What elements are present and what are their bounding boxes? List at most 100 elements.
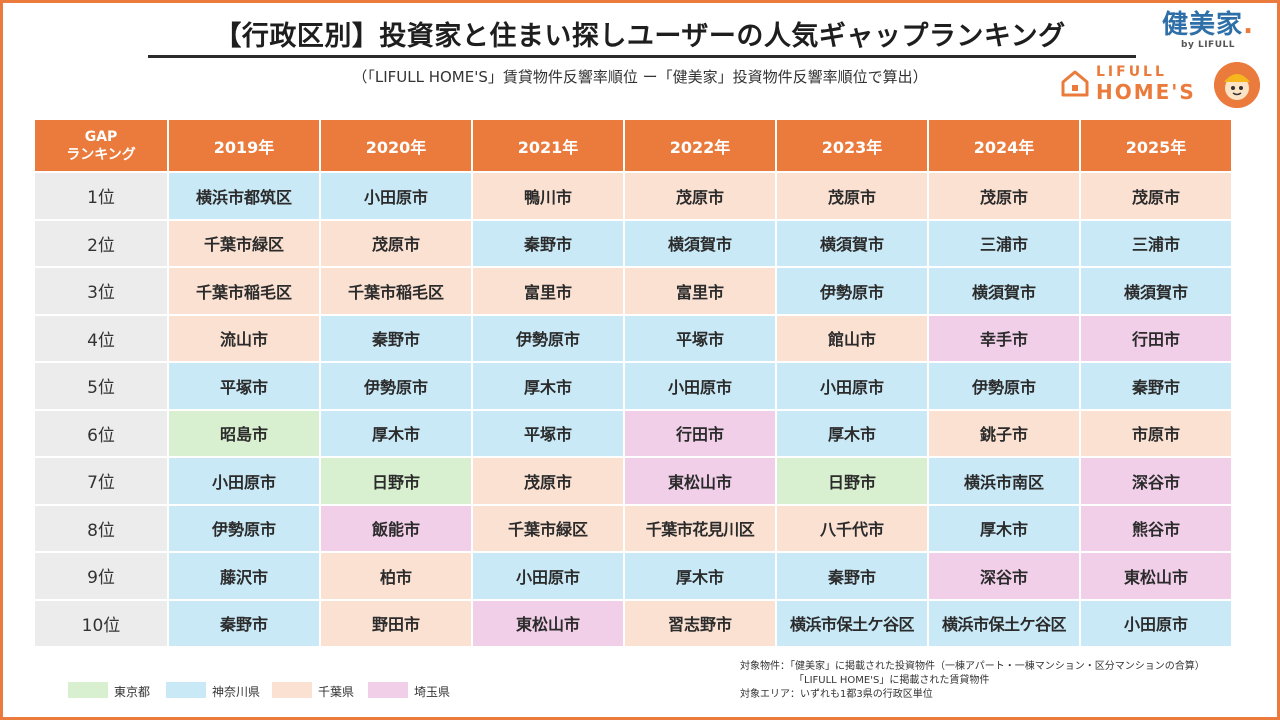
rank-label: 3位 (35, 268, 167, 314)
table-cell: 銚子市 (929, 410, 1079, 456)
table-cell: 小田原市 (1081, 600, 1231, 646)
table-cell: 小田原市 (169, 458, 319, 504)
year-header-2024: 2024年 (929, 120, 1079, 171)
legend-label-chiba: 千葉県 (318, 685, 355, 699)
rank-label: 9位 (35, 553, 167, 599)
table-cell: 秦野市 (169, 600, 319, 646)
table-cell: 平塚市 (473, 410, 623, 456)
footnotes: 対象物件：「健美家」に掲載された投資物件（一棟アパート・一棟マンション・区分マン… (740, 660, 1260, 702)
table-cell: 熊谷市 (1081, 505, 1231, 551)
legend-label-kanagawa: 神奈川県 (212, 685, 261, 699)
table-cell: 伊勢原市 (321, 363, 471, 409)
table-cell: 昭島市 (169, 410, 319, 456)
table-cell: 千葉市緑区 (473, 505, 623, 551)
table-cell: 東松山市 (473, 600, 623, 646)
table-cell: 秦野市 (1081, 363, 1231, 409)
kenbiya-logo-text: 健美家 (1162, 10, 1244, 40)
table-cell: 館山市 (777, 315, 927, 361)
page-subtitle: （「LIFULL HOME'S」賃貸物件反響率順位 ー「健美家」投資物件反響率順… (352, 68, 928, 86)
table-header-row: GAP ランキング 2019年 2020年 2021年 2022年 2023年 … (35, 120, 1231, 171)
table-cell: 富里市 (625, 268, 775, 314)
table-cell: 厚木市 (473, 363, 623, 409)
table-cell: 茂原市 (1081, 173, 1231, 219)
homes-logo-bottom: HOME'S (1096, 80, 1196, 104)
year-header-2022: 2022年 (625, 120, 775, 171)
kenbiya-logo-byline: by LIFULL (1181, 40, 1235, 50)
table-cell: 藤沢市 (169, 553, 319, 599)
table-cell: 秦野市 (473, 220, 623, 266)
table-cell: 茂原市 (473, 458, 623, 504)
legend-label-tokyo: 東京都 (114, 685, 151, 699)
table-cell: 日野市 (321, 458, 471, 504)
table-cell: 横浜市保土ケ谷区 (929, 600, 1079, 646)
mascot-icon (1214, 62, 1260, 108)
table-cell: 八千代市 (777, 505, 927, 551)
footnote-rental-properties: 「LIFULL HOME'S」に掲載された賃貸物件 (794, 675, 990, 686)
year-header-2023: 2023年 (777, 120, 927, 171)
table-cell: 厚木市 (777, 410, 927, 456)
table-cell: 千葉市花見川区 (625, 505, 775, 551)
table-cell: 茂原市 (625, 173, 775, 219)
legend-swatch-saitama (368, 682, 408, 698)
rank-label: 10位 (35, 600, 167, 646)
rank-label: 6位 (35, 410, 167, 456)
rank-column-header: GAP ランキング (35, 120, 167, 171)
rank-label: 1位 (35, 173, 167, 219)
table-cell: 厚木市 (929, 505, 1079, 551)
table-cell: 深谷市 (929, 553, 1079, 599)
footnote-target-area: 対象エリア：いずれも1都3県の行政区単位 (740, 689, 933, 700)
rank-label: 7位 (35, 458, 167, 504)
table-cell: 習志野市 (625, 600, 775, 646)
table-cell: 横須賀市 (1081, 268, 1231, 314)
table-row: 9位 藤沢市 柏市 小田原市 厚木市 秦野市 深谷市 東松山市 (35, 553, 1231, 599)
table-cell: 行田市 (1081, 315, 1231, 361)
rank-label: 4位 (35, 315, 167, 361)
title-underline (148, 55, 1136, 58)
table-cell: 東松山市 (625, 458, 775, 504)
table-cell: 行田市 (625, 410, 775, 456)
table-cell: 流山市 (169, 315, 319, 361)
table-body: 1位 横浜市都筑区 小田原市 鴨川市 茂原市 茂原市 茂原市 茂原市 2位 千葉市緑区 茂原市 秦野市… (35, 173, 1231, 646)
homes-logo-top: LIFULL (1096, 64, 1167, 80)
table-cell: 横須賀市 (929, 268, 1079, 314)
table-cell: 横須賀市 (777, 220, 927, 266)
table-row: 1位 横浜市都筑区 小田原市 鴨川市 茂原市 茂原市 茂原市 茂原市 (35, 173, 1231, 219)
table-cell: 茂原市 (321, 220, 471, 266)
table-cell: 富里市 (473, 268, 623, 314)
table-cell: 厚木市 (321, 410, 471, 456)
table-cell: 秦野市 (777, 553, 927, 599)
legend-swatch-kanagawa (166, 682, 206, 698)
table-cell: 飯能市 (321, 505, 471, 551)
year-header-2020: 2020年 (321, 120, 471, 171)
table-row: 4位 流山市 秦野市 伊勢原市 平塚市 館山市 幸手市 行田市 (35, 315, 1231, 361)
year-header-2025: 2025年 (1081, 120, 1231, 171)
table-cell: 平塚市 (625, 315, 775, 361)
page-title: 【行政区別】投資家と住まい探しユーザーの人気ギャップランキング (214, 21, 1066, 52)
table-cell: 野田市 (321, 600, 471, 646)
table-row: 7位 小田原市 日野市 茂原市 東松山市 日野市 横浜市南区 深谷市 (35, 458, 1231, 504)
table-cell: 秦野市 (321, 315, 471, 361)
year-header-2021: 2021年 (473, 120, 623, 171)
kenbiya-logo: 健美家. by LIFULL (1152, 10, 1264, 50)
table-cell: 三浦市 (1081, 220, 1231, 266)
table-cell: 横浜市都筑区 (169, 173, 319, 219)
table-cell: 日野市 (777, 458, 927, 504)
table-row: 3位 千葉市稲毛区 千葉市稲毛区 富里市 富里市 伊勢原市 横須賀市 横須賀市 (35, 268, 1231, 314)
lifull-homes-logo: LIFULL HOME'S (1060, 62, 1210, 106)
table-cell: 平塚市 (169, 363, 319, 409)
table-cell: 伊勢原市 (473, 315, 623, 361)
table-row: 8位 伊勢原市 飯能市 千葉市緑区 千葉市花見川区 八千代市 厚木市 熊谷市 (35, 505, 1231, 551)
legend-label-saitama: 埼玉県 (414, 685, 451, 699)
table-cell: 茂原市 (929, 173, 1079, 219)
table-cell: 厚木市 (625, 553, 775, 599)
table-cell: 市原市 (1081, 410, 1231, 456)
table-cell: 幸手市 (929, 315, 1079, 361)
table-cell: 千葉市稲毛区 (321, 268, 471, 314)
table-cell: 伊勢原市 (169, 505, 319, 551)
table-row: 2位 千葉市緑区 茂原市 秦野市 横須賀市 横須賀市 三浦市 三浦市 (35, 220, 1231, 266)
table-row: 10位 秦野市 野田市 東松山市 習志野市 横浜市保土ケ谷区 横浜市保土ケ谷区 小田原市 (35, 600, 1231, 646)
table-cell: 小田原市 (473, 553, 623, 599)
table-cell: 柏市 (321, 553, 471, 599)
rank-label: 8位 (35, 505, 167, 551)
